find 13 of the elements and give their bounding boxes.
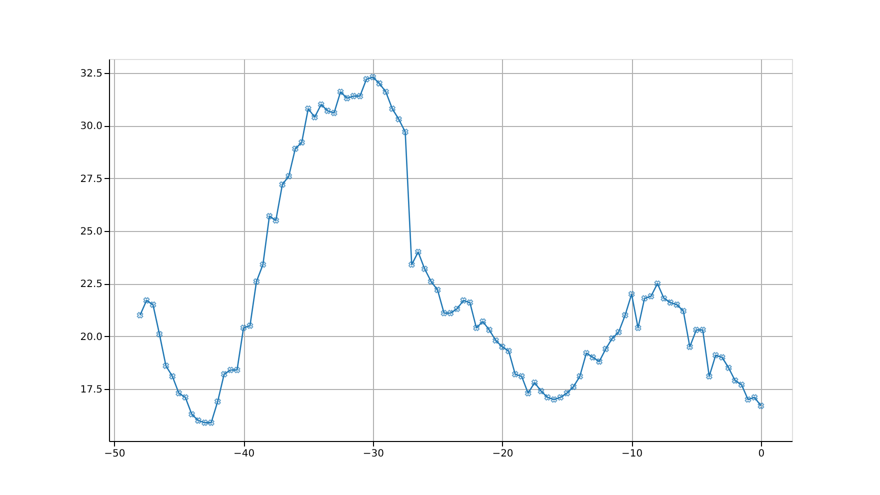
x-tick-label: −20 — [492, 448, 514, 460]
y-tick-label: 22.5 — [80, 279, 102, 290]
y-tick-label: 32.5 — [80, 68, 102, 80]
y-tick-label: 17.5 — [80, 384, 102, 396]
x-tick-label: −50 — [104, 448, 126, 460]
x-tick-label: −10 — [622, 448, 643, 460]
x-tick-label: 0 — [758, 448, 765, 460]
x-tick-label: −30 — [362, 448, 384, 460]
y-tick-label: 20.0 — [80, 332, 102, 343]
y-tick-label: 27.5 — [80, 174, 102, 185]
y-tick-label: 30.0 — [80, 121, 102, 132]
y-tick-label: 25.0 — [80, 226, 102, 238]
x-tick-label: −40 — [233, 448, 255, 460]
